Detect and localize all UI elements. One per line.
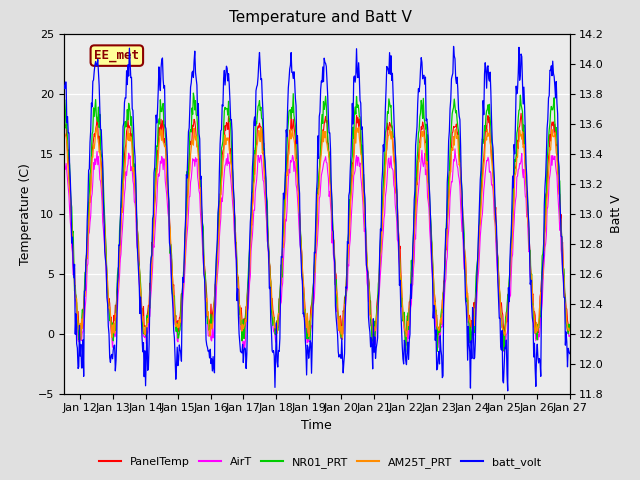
Text: EE_met: EE_met	[94, 49, 140, 62]
Legend: PanelTemp, AirT, NR01_PRT, AM25T_PRT, batt_volt: PanelTemp, AirT, NR01_PRT, AM25T_PRT, ba…	[94, 452, 546, 472]
Y-axis label: Temperature (C): Temperature (C)	[19, 163, 33, 264]
X-axis label: Time: Time	[301, 419, 332, 432]
Text: Temperature and Batt V: Temperature and Batt V	[228, 10, 412, 24]
Y-axis label: Batt V: Batt V	[610, 194, 623, 233]
